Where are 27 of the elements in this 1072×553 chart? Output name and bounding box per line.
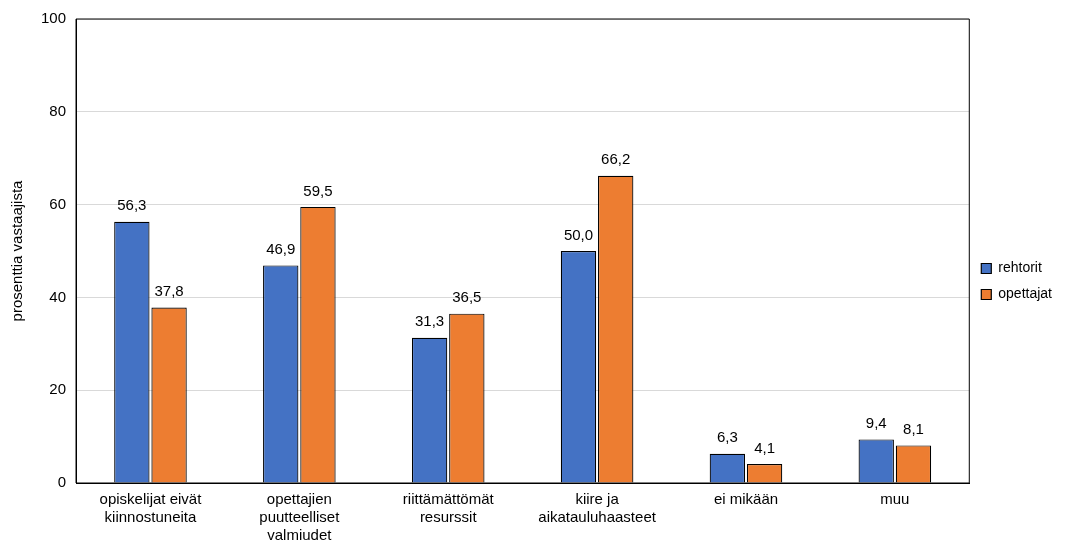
data-label: 56,3: [117, 196, 147, 214]
x-tick-label: kiire ja aikatauluhaasteet: [538, 490, 657, 526]
x-tick-label: muu: [880, 490, 910, 508]
y-axis-title: prosenttia vastaajista: [8, 179, 26, 322]
data-label: 9,4: [865, 414, 887, 432]
y-tick-label: 0: [57, 473, 67, 491]
legend-label: rehtorit: [998, 259, 1042, 276]
x-tick-label: opiskelijat eivät kiinnostuneita: [99, 490, 203, 526]
y-tick-label: 60: [49, 194, 67, 212]
data-label: 8,1: [903, 420, 924, 438]
data-label: 46,9: [266, 240, 296, 258]
x-tick-label: ei mikään: [713, 490, 779, 508]
data-label: 6,3: [716, 428, 738, 446]
data-label: 4,1: [754, 438, 776, 456]
y-tick-label: 40: [49, 287, 67, 305]
x-tick-label: opettajien puutteelliset valmiudet: [259, 490, 341, 544]
y-tick-label: 100: [41, 9, 67, 27]
data-label: 59,5: [303, 181, 333, 199]
data-label: 37,8: [154, 282, 184, 300]
x-tick-label: riittämättömät resurssit: [402, 490, 495, 526]
data-label: 66,2: [601, 150, 631, 168]
y-tick-label: 20: [49, 380, 67, 398]
data-label: 36,5: [452, 288, 482, 306]
data-label: 50,0: [563, 225, 594, 243]
data-label: 31,3: [415, 312, 445, 330]
y-tick-label: 80: [49, 101, 67, 119]
legend-label: opettajat: [998, 285, 1053, 302]
